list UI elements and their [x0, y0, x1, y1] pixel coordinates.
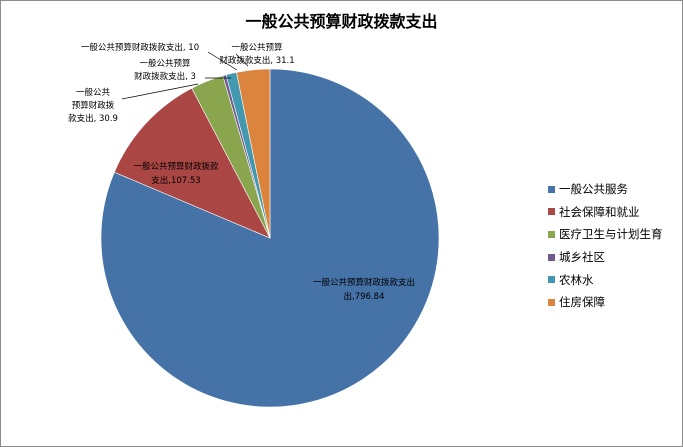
chart-title: 一般公共预算财政拨款支出: [245, 12, 438, 31]
legend-label-2: 社会保障和就业: [559, 204, 640, 219]
legend-item-6: 住房保障: [548, 291, 663, 314]
data-label-3-line-2: 预算财政拨: [72, 100, 115, 111]
data-label-5-line-1: 一般公共预算财政拨款支出, 10: [81, 42, 199, 53]
leader-line-3: [121, 83, 199, 100]
legend-swatch-6: [548, 298, 555, 306]
legend-swatch-3: [548, 230, 555, 238]
data-label-6-line-1: 一般公共预算: [231, 42, 283, 53]
leader-line-5: [207, 51, 238, 71]
legend-label-6: 住房保障: [559, 295, 605, 310]
legend-swatch-5: [548, 276, 555, 284]
legend: 一般公共服务 社会保障和就业医疗卫生与计划生育 城乡社区农林水住房保障: [548, 178, 663, 314]
legend-item-2: 社会保障和就业: [548, 201, 663, 224]
pie-slice-2: [113, 87, 271, 239]
pie-slice-6: [236, 68, 271, 239]
data-label-3-line-1: 一般公共: [76, 87, 111, 98]
data-label-3-line-3: 款支出, 30.9: [68, 113, 118, 124]
legend-swatch-2: [548, 208, 555, 216]
data-label-4-line-2: 财政拨款支出, 3: [134, 71, 196, 82]
data-label-6-line-2: 财政拨款支出, 31.1: [219, 55, 294, 66]
data-label-1-line-1: 一般公共预算财政拨款支出: [313, 277, 415, 288]
data-label-4-line-1: 一般公共预算: [139, 58, 191, 69]
legend-swatch-1: [548, 185, 555, 193]
legend-label-4: 城乡社区: [559, 250, 605, 265]
leader-line-6: [235, 53, 249, 67]
legend-item-3: 医疗卫生与计划生育: [548, 223, 663, 246]
legend-swatch-4: [548, 253, 555, 261]
data-label-1-line-2: 出,796.84: [344, 291, 385, 302]
legend-item-4: 城乡社区: [548, 246, 663, 269]
legend-item-1: 一般公共服务: [548, 178, 663, 201]
data-label-2-line-2: 支出,107.53: [151, 175, 200, 186]
legend-item-5: 农林水: [548, 268, 663, 291]
legend-label-3: 医疗卫生与计划生育: [559, 227, 663, 242]
legend-label-1: 一般公共服务: [559, 182, 628, 197]
data-label-2-line-1: 一般公共预算财政拨款: [133, 161, 219, 172]
legend-label-5: 农林水: [559, 272, 594, 287]
